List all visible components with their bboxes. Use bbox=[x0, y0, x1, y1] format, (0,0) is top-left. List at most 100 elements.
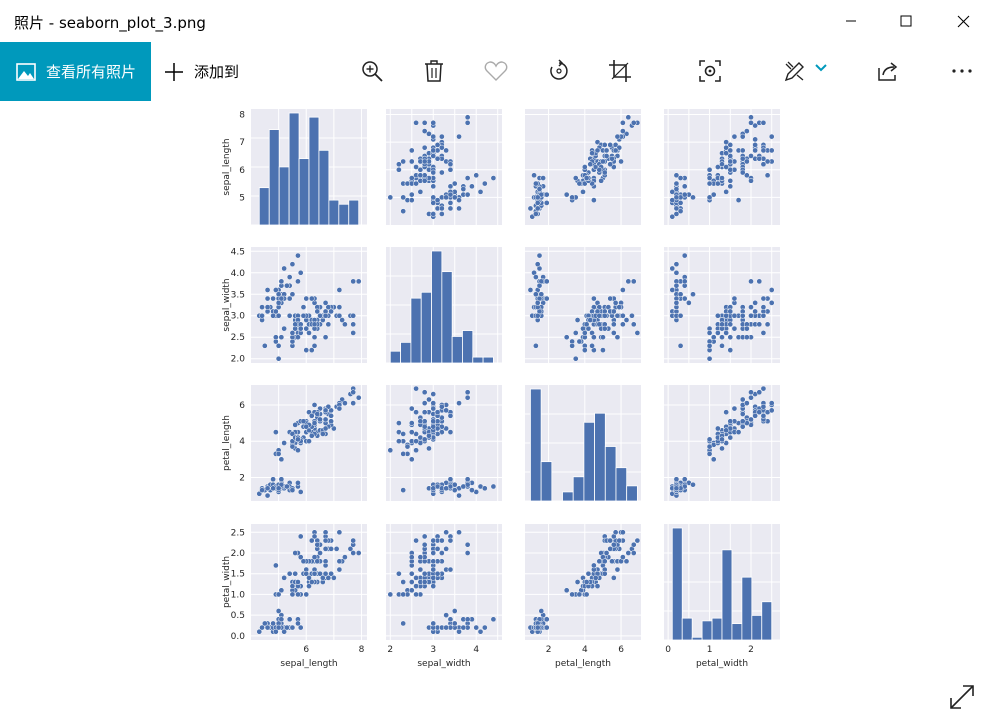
scatter-point bbox=[387, 591, 394, 598]
histogram-bar bbox=[268, 129, 280, 226]
scatter-point bbox=[295, 591, 301, 598]
histogram-bar bbox=[278, 166, 290, 226]
histogram-bar bbox=[308, 116, 320, 226]
scatter-point bbox=[289, 624, 296, 631]
maximize-button[interactable] bbox=[883, 0, 929, 42]
scatter-point bbox=[768, 300, 775, 306]
scatter-point bbox=[677, 200, 684, 206]
share-button[interactable] bbox=[874, 57, 902, 85]
crop-button[interactable] bbox=[606, 57, 634, 85]
scatter-point bbox=[413, 575, 419, 581]
scatter-point bbox=[325, 321, 332, 328]
histogram-bar bbox=[530, 388, 542, 502]
zoom-button[interactable] bbox=[358, 57, 386, 85]
scatter-point bbox=[614, 312, 621, 319]
edit-draw-button[interactable] bbox=[781, 57, 809, 85]
scatter-point bbox=[408, 554, 415, 560]
scatter-point bbox=[430, 391, 437, 397]
scatter-point bbox=[322, 570, 329, 577]
scatter-point bbox=[273, 334, 279, 341]
scatter-point bbox=[278, 616, 285, 623]
scatter-point bbox=[681, 278, 688, 285]
scatter-point bbox=[739, 423, 746, 430]
scatter-point bbox=[739, 155, 746, 162]
scatter-point bbox=[421, 570, 428, 577]
scatter-point bbox=[456, 197, 462, 203]
scatter-point bbox=[259, 624, 265, 631]
scatter-point bbox=[306, 583, 312, 589]
favorite-button[interactable] bbox=[482, 57, 510, 85]
scatter-point bbox=[614, 566, 621, 573]
scatter-point bbox=[681, 295, 688, 302]
scatter-point bbox=[426, 432, 432, 439]
scatter-point bbox=[289, 330, 296, 336]
scatter-point bbox=[413, 583, 419, 589]
fullscreen-button[interactable] bbox=[948, 683, 976, 711]
visual-search-button[interactable] bbox=[696, 57, 724, 85]
x-tick-label: 4 bbox=[582, 645, 588, 655]
y-tick-label: 0.0 bbox=[231, 632, 246, 642]
y-tick-label: 2.0 bbox=[231, 549, 246, 559]
scatter-point bbox=[563, 334, 570, 341]
scatter-point bbox=[355, 394, 362, 401]
scatter-point bbox=[490, 616, 497, 623]
scatter-point bbox=[297, 325, 304, 332]
scatter-point bbox=[616, 537, 623, 544]
x-tick-label: 2 bbox=[546, 645, 552, 655]
scatter-point bbox=[308, 579, 315, 585]
scatter-point bbox=[322, 312, 329, 319]
scatter-point bbox=[292, 321, 299, 328]
close-button[interactable] bbox=[940, 0, 986, 42]
scatter-point bbox=[481, 624, 488, 631]
scatter-point bbox=[760, 304, 767, 310]
y-tick-label: 6 bbox=[239, 401, 245, 411]
scatter-point bbox=[534, 312, 541, 319]
minimize-icon bbox=[846, 20, 856, 22]
scatter-point bbox=[764, 172, 771, 179]
scatter-point bbox=[264, 492, 271, 499]
maximize-icon bbox=[900, 15, 912, 27]
scatter-point bbox=[396, 438, 402, 445]
scatter-point bbox=[768, 400, 775, 406]
scatter-point bbox=[563, 587, 570, 594]
scatter-point bbox=[278, 476, 285, 483]
scatter-point bbox=[594, 147, 601, 154]
scatter-point bbox=[669, 213, 676, 220]
scatter-point bbox=[451, 481, 458, 488]
scatter-point bbox=[715, 312, 721, 319]
add-to-button[interactable]: 添加到 bbox=[164, 42, 239, 101]
scatter-point bbox=[408, 175, 415, 181]
scatter-point bbox=[677, 291, 684, 298]
scatter-point bbox=[408, 191, 415, 198]
delete-button[interactable] bbox=[420, 57, 448, 85]
scatter-point bbox=[430, 566, 437, 573]
scatter-point bbox=[264, 485, 271, 492]
scatter-point bbox=[727, 147, 734, 154]
scatter-point bbox=[278, 456, 285, 463]
scatter-point bbox=[430, 620, 437, 627]
scatter-point bbox=[727, 166, 734, 173]
scatter-point bbox=[673, 186, 680, 192]
scatter-point bbox=[295, 447, 301, 454]
scatter-point bbox=[601, 169, 608, 176]
scatter-point bbox=[430, 211, 437, 217]
scatter-point bbox=[396, 420, 402, 426]
scatter-point bbox=[534, 194, 541, 201]
scatter-point bbox=[408, 429, 415, 435]
edit-dropdown-button[interactable] bbox=[810, 54, 832, 82]
scatter-point bbox=[322, 529, 329, 536]
scatter-point bbox=[447, 476, 454, 483]
scatter-point bbox=[439, 403, 445, 410]
view-all-photos-button[interactable]: 查看所有照片 bbox=[0, 42, 151, 101]
rotate-button[interactable] bbox=[545, 57, 573, 85]
histogram-bar bbox=[540, 461, 553, 502]
minimize-button[interactable] bbox=[828, 0, 874, 42]
zoom-in-icon bbox=[362, 61, 383, 82]
scatter-point bbox=[748, 278, 754, 285]
scatter-point bbox=[270, 485, 276, 492]
more-options-button[interactable] bbox=[948, 57, 976, 85]
scatter-point bbox=[533, 274, 539, 280]
scatter-point bbox=[477, 628, 484, 635]
scatter-point bbox=[681, 252, 688, 259]
